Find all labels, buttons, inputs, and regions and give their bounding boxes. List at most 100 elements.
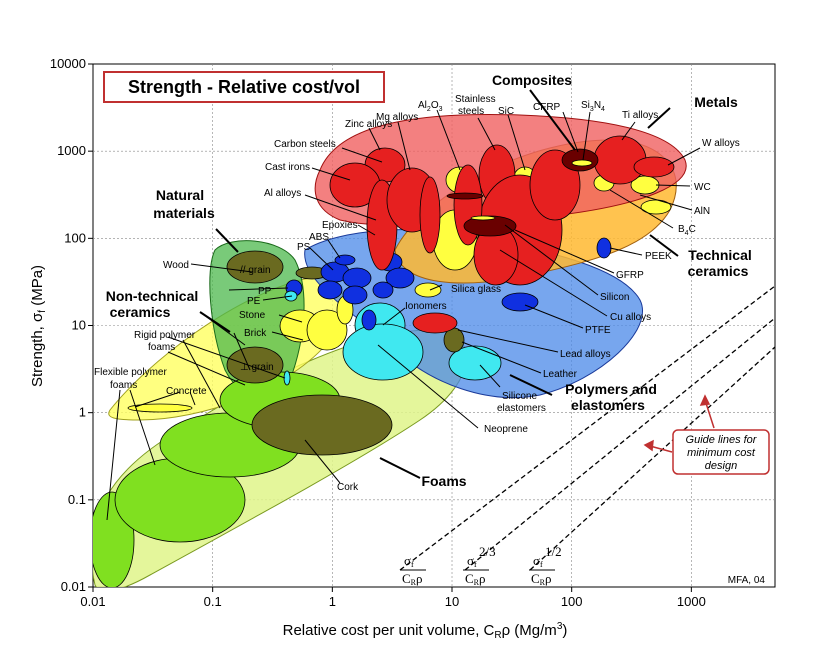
- x-tick-label-2: 1: [329, 594, 336, 609]
- svg-text:CRρ: CRρ: [402, 571, 423, 587]
- y-tick-label-4: 100: [64, 230, 86, 245]
- polymer-bubble-7: [372, 281, 394, 299]
- y-tick-label-3: 10: [72, 318, 86, 333]
- label-zinc: Zinc alloys: [345, 119, 392, 130]
- label-peek: PEEK: [645, 251, 672, 262]
- label-abs: ABS: [309, 232, 329, 243]
- label-cu: Cu alloys: [610, 312, 651, 323]
- label-natural-1: Natural: [156, 187, 204, 203]
- polymer-bubble-9: [334, 254, 356, 266]
- label-ionomers: Ionomers: [405, 301, 447, 312]
- label-carbon: Carbon steels: [274, 139, 336, 150]
- label-pe: PE: [247, 296, 261, 307]
- credit: MFA, 04: [728, 575, 766, 586]
- label-flex-2: foams: [110, 380, 137, 391]
- label-leather: Leather: [543, 369, 578, 380]
- label-technical-2: ceramics: [688, 263, 749, 279]
- label-silicon: Silicon: [600, 292, 629, 303]
- si3n4-bubble: [571, 159, 593, 167]
- guide-line-1-text: Guide lines for: [686, 434, 758, 446]
- material-labels: Zinc alloys Mg alloys Al2O3 Stainless st…: [94, 94, 740, 493]
- leader-lines: [106, 109, 701, 521]
- label-aln: AlN: [694, 206, 710, 217]
- guide-line-3: [529, 346, 775, 571]
- polymer-bubble-6: [385, 267, 415, 289]
- label-rigid-1: Rigid polymer: [134, 330, 196, 341]
- label-gfrp: GFRP: [616, 270, 644, 281]
- guide-line-3-text: design: [705, 460, 737, 472]
- y-tick-label-2: 1: [79, 405, 86, 420]
- guide-line-2: [464, 317, 775, 571]
- label-silicone-2: elastomers: [497, 403, 546, 414]
- label-stainless-2: steels: [458, 106, 484, 117]
- label-sic: SiC: [498, 106, 514, 117]
- svg-text:σf: σf: [467, 553, 477, 569]
- label-technical-1: Technical: [688, 247, 752, 263]
- label-ps: PS: [297, 242, 311, 253]
- svg-text:σf: σf: [404, 553, 414, 569]
- x-tick-label-1: 0.1: [204, 594, 222, 609]
- w-alloy-bubble: [633, 156, 675, 178]
- label-flex-1: Flexible polymer: [94, 367, 167, 378]
- label-nontech-1: Non-technical: [106, 288, 199, 304]
- svg-text:CRρ: CRρ: [531, 571, 552, 587]
- wood-parallel-bubble: [226, 250, 284, 284]
- guide-arrows: [643, 394, 715, 453]
- material-bubbles: [93, 113, 775, 587]
- label-ti: Ti alloys: [622, 110, 658, 121]
- peek-bubble: [596, 237, 612, 259]
- guide-index-2: σf 2/3 CRρ: [463, 544, 496, 587]
- label-rigid-2: foams: [148, 342, 175, 353]
- label-brick: Brick: [244, 328, 267, 339]
- label-cork: Cork: [337, 482, 359, 493]
- label-silicone-1: Silicone: [502, 391, 537, 402]
- guide-box: [672, 429, 770, 475]
- label-ptfe: PTFE: [585, 325, 611, 336]
- label-wc: WC: [694, 182, 711, 193]
- label-walloys: W alloys: [702, 138, 740, 149]
- x-axis-label: Relative cost per unit volume, CRρ (Mg/m…: [283, 621, 568, 641]
- label-wood: Wood: [163, 260, 189, 271]
- ceramic-small-bubble: [470, 215, 496, 221]
- mg-alloy-bubble: [419, 176, 441, 254]
- stone-bubble: [306, 309, 348, 351]
- ti-alloy-bubble: [593, 135, 647, 185]
- svg-text:2/3: 2/3: [479, 544, 496, 559]
- guide-line-2-text: minimum cost: [687, 447, 756, 459]
- label-polymers-2: elastomers: [571, 397, 645, 413]
- svg-text:1/2: 1/2: [545, 544, 562, 559]
- chart-title: Strength - Relative cost/vol: [128, 77, 360, 97]
- wood-perp-bubble: [226, 346, 284, 384]
- svg-text:CRρ: CRρ: [465, 571, 486, 587]
- silica-glass-bubble: [414, 282, 442, 298]
- label-castiron: Cast irons: [265, 162, 310, 173]
- label-epoxies: Epoxies: [322, 220, 358, 231]
- label-metals: Metals: [694, 94, 738, 110]
- label-stone: Stone: [239, 310, 266, 321]
- x-axis: 0.01 0.1 1 10 100 1000: [80, 587, 706, 609]
- y-tick-label-6: 10000: [50, 56, 86, 71]
- label-wood-perp: ⊥ grain: [240, 362, 274, 373]
- label-al: Al alloys: [264, 188, 301, 199]
- polymer-bubble-8: [361, 309, 377, 331]
- title-box: [103, 71, 385, 103]
- x-tick-label-0: 0.01: [80, 594, 105, 609]
- cork-bubble: [251, 394, 393, 456]
- label-foams: Foams: [421, 473, 466, 489]
- lead-alloys-bubble: [412, 312, 458, 334]
- y-tick-label-0: 0.01: [61, 579, 86, 594]
- label-composites: Composites: [492, 72, 572, 88]
- polymer-bubble-2: [342, 267, 372, 289]
- guide-index-3: σf 1/2 CRρ: [529, 544, 562, 587]
- guide-line-1: [399, 285, 775, 571]
- label-wood-par: // grain: [240, 265, 271, 276]
- composite-small-bubble: [446, 192, 484, 200]
- label-pp: PP: [258, 286, 272, 297]
- y-tick-label-1: 0.1: [68, 492, 86, 507]
- label-stainless-1: Stainless: [455, 94, 496, 105]
- x-tick-label-5: 1000: [677, 594, 706, 609]
- label-cfrp: CFRP: [533, 102, 561, 113]
- label-polymers-1: Polymers and: [565, 381, 657, 397]
- y-axis: 0.01 0.1 1 10 100 1000 10000: [50, 56, 93, 594]
